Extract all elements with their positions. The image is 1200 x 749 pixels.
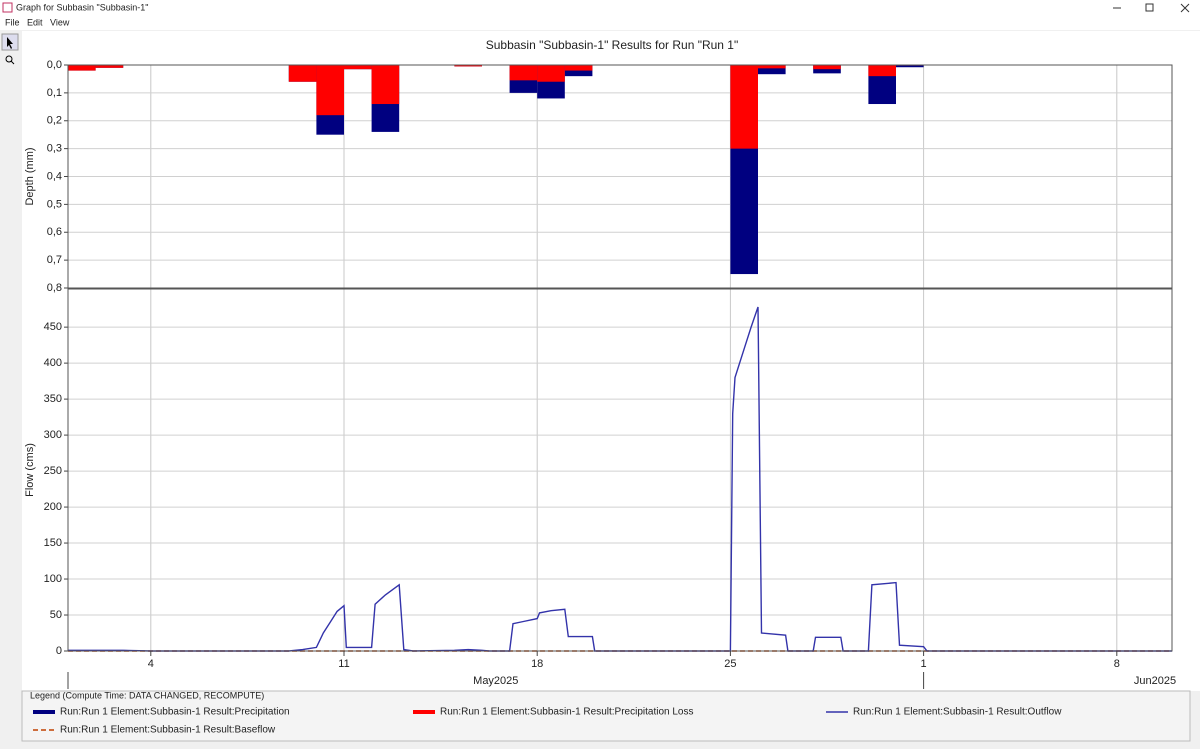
plot-frame	[67, 288, 1173, 652]
depth-bar	[344, 65, 372, 70]
month-label: Jun2025	[1134, 675, 1176, 687]
legend-label: Run:Run 1 Element:Subbasin-1 Result:Prec…	[60, 707, 290, 718]
y-tick-label: 0,7	[47, 254, 62, 266]
y-tick-label: 0,5	[47, 198, 62, 210]
y-tick-label: 100	[44, 573, 62, 585]
y-tick-label: 300	[44, 429, 62, 441]
menu-item[interactable]: File	[5, 17, 20, 27]
y-axis-label: Flow (cms)	[24, 443, 36, 497]
maximize-button[interactable]	[1145, 3, 1154, 12]
y-axis-label: Depth (mm)	[24, 147, 36, 205]
legend-label: Run:Run 1 Element:Subbasin-1 Result:Outf…	[853, 707, 1062, 718]
y-tick-label: 350	[44, 393, 62, 405]
y-tick-label: 150	[44, 537, 62, 549]
y-tick-label: 200	[44, 501, 62, 513]
x-tick-label: 4	[148, 658, 154, 670]
legend-label: Run:Run 1 Element:Subbasin-1 Result:Base…	[60, 725, 276, 736]
close-button[interactable]	[1180, 3, 1190, 13]
plot-frame	[67, 64, 1173, 289]
legend-box	[21, 690, 1191, 742]
y-tick-label: 400	[44, 357, 62, 369]
depth-bar	[758, 65, 786, 69]
depth-bar	[371, 65, 400, 105]
depth-bar	[288, 65, 317, 82]
title-bar	[0, 0, 1200, 16]
depth-bar	[95, 65, 124, 68]
x-tick-label: 25	[724, 658, 736, 670]
legend-title: Legend (Compute Time: DATA CHANGED, RECO…	[30, 690, 264, 700]
y-tick-label: 250	[44, 465, 62, 477]
window-title: Graph for Subbasin "Subbasin-1"	[16, 2, 148, 12]
depth-bar	[68, 65, 96, 71]
depth-bar	[730, 65, 758, 149]
depth-bar	[509, 65, 538, 81]
y-tick-label: 0,8	[47, 282, 62, 294]
y-tick-label: 0,1	[47, 87, 62, 99]
x-tick-label: 11	[338, 658, 349, 670]
y-tick-label: 0,3	[47, 143, 62, 155]
flow-line	[68, 306, 1172, 652]
depth-bar	[896, 65, 924, 68]
app-icon	[2, 2, 13, 13]
menu-bar	[0, 16, 1200, 30]
x-tick-label: 8	[1114, 658, 1120, 670]
depth-bar	[868, 65, 896, 77]
depth-bar	[316, 65, 344, 116]
y-tick-label: 450	[44, 321, 62, 333]
month-label: May2025	[473, 675, 518, 687]
y-tick-label: 0,4	[47, 170, 62, 182]
menu-item[interactable]: View	[50, 17, 70, 27]
y-tick-label: 0	[56, 645, 62, 657]
x-tick-label: 18	[531, 658, 543, 670]
pointer-icon	[7, 37, 13, 49]
y-tick-label: 50	[50, 609, 62, 621]
depth-bar	[758, 65, 786, 75]
depth-bar	[537, 65, 565, 82]
depth-bar	[454, 65, 482, 67]
zoom-handle	[10, 60, 15, 65]
chart-panel	[22, 31, 1200, 691]
depth-bar	[813, 65, 841, 70]
depth-bar	[564, 65, 593, 71]
chart-title: Subbasin "Subbasin-1" Results for Run "R…	[486, 38, 739, 52]
y-tick-label: 0,0	[47, 59, 62, 71]
zoom-tool[interactable]	[5, 55, 13, 63]
x-tick-label: 1	[921, 658, 927, 670]
y-tick-label: 0,6	[47, 226, 62, 238]
legend-label: Run:Run 1 Element:Subbasin-1 Result:Prec…	[440, 707, 693, 718]
y-tick-label: 0,2	[47, 115, 62, 127]
menu-item[interactable]: Edit	[27, 17, 43, 27]
